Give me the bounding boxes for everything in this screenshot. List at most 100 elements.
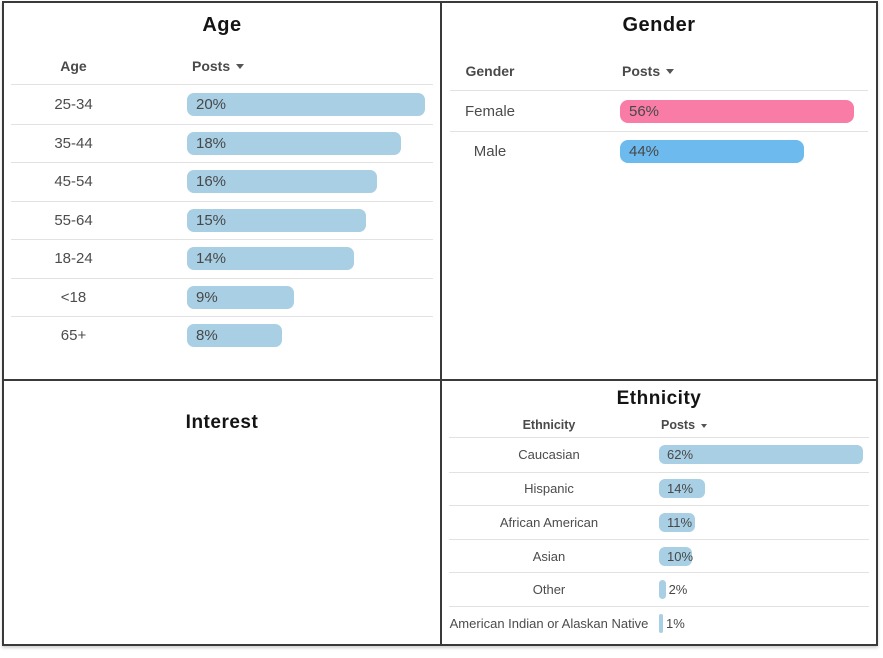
panel-ethnicity: Ethnicity Ethnicity Posts Caucasian 62% Hi… [442,381,876,644]
percent-bar: 15% [187,208,366,232]
percent-bar: 8% [187,324,283,348]
percent-label: 56% [629,102,660,120]
posts-header-label: Posts [622,62,661,79]
percent-bar: 20% [187,92,425,116]
table-row: Female 56% [450,91,868,131]
table-row: 35-44 18% [11,123,433,163]
percent-bar [659,580,666,600]
table-row: American Indian or Alaskan Native 1% [449,605,869,640]
row-label: 65+ [60,327,87,345]
table-row: Other 2% [449,572,869,606]
posts-header-label: Posts [661,417,696,432]
row-label: 45-54 [54,173,93,191]
row-label: Female [464,102,516,120]
bar-cell: 14% [649,479,869,499]
percent-bar: 10% [659,546,694,566]
row-label: Asian [532,548,566,564]
interest-panel-title: Interest [185,412,259,433]
percent-label: 14% [667,481,694,497]
bar-cell: 15% [136,208,433,232]
percent-bar: 14% [659,479,706,499]
age-rows: 25-34 20% 35-44 18% 45-54 16% 55-64 15% 18-24 14%… [11,85,433,355]
row-label: 35-44 [54,134,93,152]
bar-cell: 8% [136,324,433,348]
table-row: <18 9% [11,277,433,317]
percent-label: 44% [629,143,660,160]
table-row: Asian 10% [449,538,869,573]
bar-cell: 20% [136,92,433,116]
age-table-header: Age Posts [11,47,433,85]
percent-bar [659,613,663,633]
panel-age: Age Age Posts 25-34 20% 35-44 18% 45-54 16% 55… [4,3,442,381]
bar-cell: 18% [136,131,433,155]
percent-label: 8% [196,327,218,345]
percent-bar: 56% [620,99,854,123]
percent-bar: 11% [659,512,696,532]
percent-label: 15% [196,211,227,229]
percent-bar: 62% [659,445,863,465]
age-posts-column-header[interactable]: Posts [136,58,433,74]
row-label: 18-24 [54,250,93,268]
bar-cell: 2% [649,580,869,600]
table-row: Male 44% [450,131,868,171]
bar-cell: 14% [136,247,433,271]
table-row: 25-34 20% [11,85,433,124]
row-label: 25-34 [54,95,93,113]
ethnicity-posts-column-header[interactable]: Posts [649,418,869,432]
percent-label: 11% [667,514,693,530]
row-label: <18 [60,288,87,306]
percent-bar: 16% [187,170,378,194]
age-column-header[interactable]: Age [60,57,87,74]
percent-label: 18% [196,134,227,152]
percent-label: 16% [196,173,227,191]
ethnicity-column-header[interactable]: Ethnicity [522,417,576,432]
table-row: 55-64 15% [11,200,433,240]
percent-bar: 18% [187,131,402,155]
demographics-dashboard: Age Age Posts 25-34 20% 35-44 18% 45-54 16% 55… [2,1,878,646]
row-label: Caucasian [518,447,580,463]
panel-gender: Gender Gender Posts Female 56% Male 44% [442,3,876,381]
ethnicity-panel-title: Ethnicity [616,388,702,409]
bar-cell: 62% [649,445,869,465]
row-label: Hispanic [524,481,574,497]
table-row: 18-24 14% [11,239,433,278]
table-row: 65+ 8% [11,316,433,355]
row-label: 55-64 [54,211,93,229]
row-label: African American [499,514,599,530]
percent-bar: 9% [187,285,295,309]
sort-caret-down-icon [666,69,675,74]
posts-header-label: Posts [192,57,231,74]
table-row: African American 11% [449,505,869,539]
table-row: 45-54 16% [11,162,433,201]
ethnicity-rows: Caucasian 62% Hispanic 14% African American 1… [449,438,869,640]
row-label: American Indian or Alaskan Native [449,615,649,631]
bar-cell: 16% [136,170,433,194]
gender-rows: Female 56% Male 44% [450,91,868,171]
bar-cell: 1% [649,613,869,633]
percent-bar: 14% [187,247,354,271]
percent-label: 10% [667,548,694,564]
ethnicity-table-header: Ethnicity Posts [449,412,869,438]
gender-panel-title: Gender [622,14,696,36]
bar-cell: 10% [649,546,869,566]
table-row: Hispanic 14% [449,471,869,506]
gender-table-header: Gender Posts [450,51,868,91]
bar-cell: 11% [649,512,869,532]
bar-cell: 56% [530,99,868,123]
row-label: Other [532,582,566,598]
gender-column-header[interactable]: Gender [465,62,515,79]
gender-posts-column-header[interactable]: Posts [530,63,868,79]
percent-label: 20% [196,95,227,113]
percent-label: 9% [196,288,218,306]
percent-label: 1% [666,615,685,631]
row-label: Male [473,143,507,160]
sort-caret-down-icon [236,64,245,69]
percent-label: 62% [667,447,694,463]
percent-label: 2% [668,582,688,598]
bar-cell: 44% [530,140,868,163]
table-row: Caucasian 62% [449,438,869,472]
percent-bar: 44% [620,140,804,163]
sort-caret-down-icon [701,423,708,428]
percent-label: 14% [196,250,227,268]
bar-cell: 9% [136,285,433,309]
